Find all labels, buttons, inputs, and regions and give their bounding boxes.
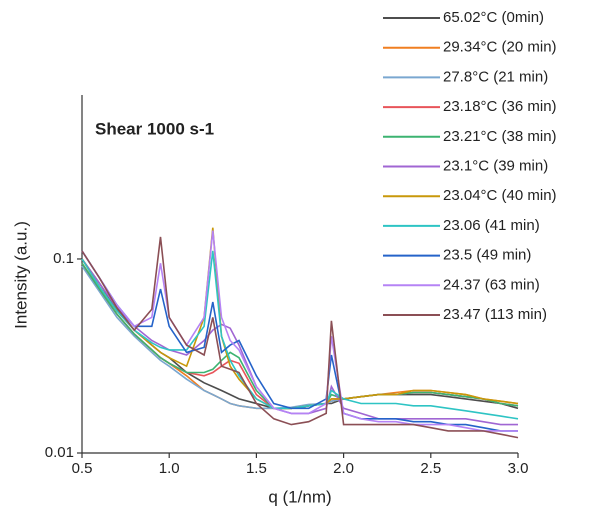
x-tick-label: 1.0: [159, 460, 180, 477]
legend-label: 23.21°C (38 min): [443, 128, 557, 145]
x-tick-label: 2.0: [333, 460, 354, 477]
y-tick-label: 0.1: [53, 250, 74, 267]
x-tick-label: 1.5: [246, 460, 267, 477]
legend-label: 65.02°C (0min): [443, 9, 544, 26]
series-line: [81, 236, 519, 439]
y-tick-label: 0.01: [45, 444, 74, 461]
series-line: [81, 250, 518, 432]
legend-label: 23.18°C (36 min): [443, 98, 557, 115]
x-axis-label: q (1/nm): [268, 487, 331, 506]
legend-label: 23.47 (113 min): [443, 306, 547, 323]
legend-label: 23.06 (41 min): [443, 217, 540, 234]
series-line: [81, 250, 519, 420]
legend-label: 27.8°C (21 min): [443, 68, 548, 85]
x-tick-label: 2.5: [420, 460, 441, 477]
series-line: [81, 230, 518, 432]
legend-label: 23.1°C (39 min): [443, 157, 548, 174]
annotation: Shear 1000 s-1: [95, 119, 214, 138]
legend-label: 23.5 (49 min): [443, 247, 531, 264]
legend-label: 29.34°C (20 min): [443, 39, 557, 56]
x-tick-label: 3.0: [508, 460, 529, 477]
legend-label: 24.37 (63 min): [443, 276, 540, 293]
y-axis-label: Intensity (a.u.): [11, 221, 30, 329]
legend-label: 23.04°C (40 min): [443, 187, 557, 204]
x-tick-label: 0.5: [72, 460, 93, 477]
